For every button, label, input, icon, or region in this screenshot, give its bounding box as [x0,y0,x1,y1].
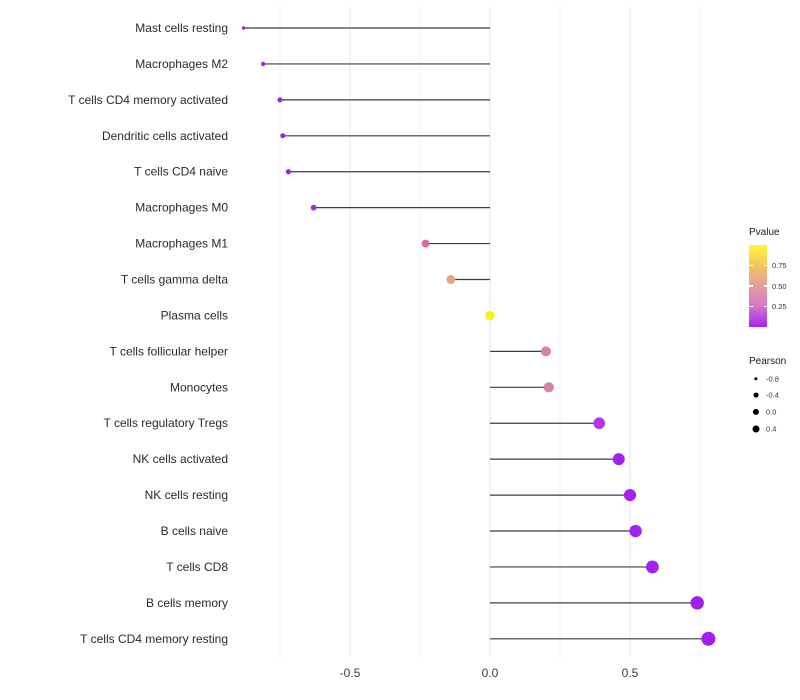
pearson-legend-item: -0.4 [749,387,800,404]
category-label: B cells naive [161,524,229,538]
lollipop-dot [543,382,554,393]
category-label: NK cells activated [133,452,228,466]
pearson-legend-item: -0.8 [749,370,800,387]
x-axis-tick-label: 0.5 [622,666,639,680]
lollipop-dot [446,275,456,285]
category-label: T cells CD4 memory activated [68,93,228,107]
pearson-size-label: -0.4 [766,390,779,400]
colorbar-tick-mark [763,285,767,287]
lollipop-dot [690,596,704,610]
pvalue-colorbar-wrap: 0.75 0.50 0.25 [749,245,787,327]
category-label: Mast cells resting [135,21,228,35]
pearson-legend-title: Pearson [749,356,787,367]
lollipop-dot [623,488,637,502]
category-label: Monocytes [170,380,228,394]
category-label: Plasma cells [161,308,228,322]
colorbar-tick-label: 0.25 [772,302,787,311]
lollipop-dot [285,169,291,175]
category-label: Macrophages M2 [135,57,228,71]
colorbar-tick-mark [749,305,753,308]
lollipop-dot [277,97,283,103]
pvalue-legend-title: Pvalue [749,227,780,238]
category-label: Dendritic cells activated [102,129,228,143]
lollipop-dot [593,417,605,430]
category-label: T cells follicular helper [110,344,229,358]
colorbar-tick-mark [749,285,753,287]
category-label: T cells gamma delta [121,273,228,287]
category-label: B cells memory [146,596,228,610]
category-label: Macrophages M1 [135,237,228,251]
colorbar-tick-mark [749,264,753,267]
pearson-size-label: -0.8 [766,374,779,383]
colorbar-tick-label: 0.50 [772,281,787,291]
pearson-size-dot [753,392,759,398]
x-axis-tick-label: -0.5 [340,666,361,680]
pearson-legend-item: 0.4 [749,420,800,437]
pearson-size-dot [752,425,760,433]
x-axis-tick-label: 0.0 [482,666,499,680]
lollipop-dot [310,204,317,211]
category-label: Macrophages M0 [135,201,228,215]
category-label: T cells CD4 naive [134,165,228,179]
pearson-size-label: 0.0 [766,407,777,417]
lollipop-dot [629,524,642,538]
category-label: T cells CD4 memory resting [80,632,228,646]
lollipop-dot [261,61,266,67]
pvalue-colorbar [749,245,767,327]
lollipop-dot [701,631,716,646]
pearson-legend-item: 0.0 [749,403,800,420]
lollipop-dot [280,133,286,139]
colorbar-tick-mark [763,264,767,267]
colorbar-tick-mark [763,305,767,308]
lollipop-dot [241,26,246,30]
lollipop-dot [485,310,495,321]
pearson-size-dot [754,376,758,381]
category-label: T cells CD8 [166,560,228,574]
colorbar-tick-label: 0.75 [772,261,787,270]
lollipop-dot [421,239,430,248]
pearson-size-dot [752,408,760,415]
lollipop-dot [541,346,551,357]
pearson-size-label: 0.4 [766,424,777,434]
category-label: T cells regulatory Tregs [104,416,229,430]
lollipop-dot [646,560,659,574]
lollipop-dot [612,453,625,466]
category-label: NK cells resting [145,488,228,502]
